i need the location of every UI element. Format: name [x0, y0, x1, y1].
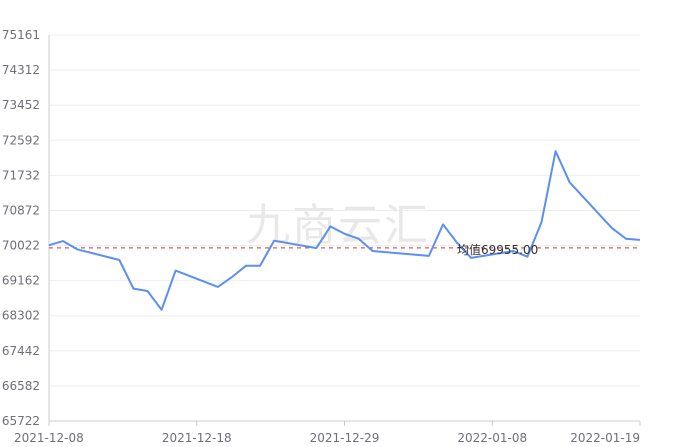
x-tick-label: 2021-12-08: [14, 431, 84, 445]
y-tick-label: 71732: [2, 168, 40, 182]
watermark-text: 九商云汇: [246, 200, 430, 251]
average-label: 均值69955.00: [457, 242, 538, 257]
y-tick-label: 66582: [2, 379, 40, 393]
y-tick-label: 73452: [2, 98, 40, 112]
y-axis: 75161 74312 73452 72592 71732 70872 70022 69162…: [2, 28, 50, 428]
y-tick-label: 65722: [2, 414, 40, 428]
y-tick-label: 74312: [2, 63, 40, 77]
y-tick-label: 67442: [2, 344, 40, 358]
x-axis: 2021-12-08 2021-12-18 2021-12-29 2022-01-08…: [14, 420, 641, 445]
y-tick-label: 69162: [2, 274, 40, 288]
y-tick-label: 75161: [2, 28, 40, 42]
y-tick-label: 70872: [2, 203, 40, 217]
price-series-line: [48, 150, 641, 311]
grid-lines: [49, 34, 640, 387]
x-tick-label: 2021-12-29: [310, 431, 380, 445]
y-tick-label: 70022: [2, 239, 40, 253]
y-tick-label: 68302: [2, 309, 40, 323]
x-tick-label: 2022-01-08: [457, 431, 527, 445]
x-tick-label: 2021-12-18: [162, 431, 232, 445]
y-tick-label: 72592: [2, 133, 40, 147]
x-tick-label: 2022-01-19: [570, 431, 640, 445]
